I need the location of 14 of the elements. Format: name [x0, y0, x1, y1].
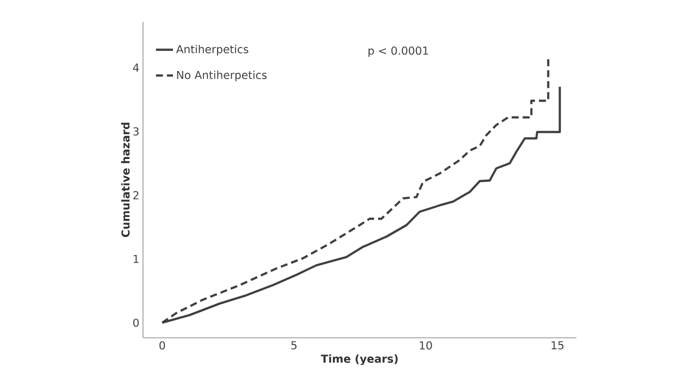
x-axis-title: Time (years): [320, 354, 398, 366]
y-tick-label: 0: [133, 318, 139, 327]
y-tick-label: 3: [133, 127, 139, 136]
x-tick-label: 0: [159, 341, 165, 350]
legend-label: Antiherpetics: [176, 44, 248, 56]
y-tick-label: 4: [133, 64, 139, 72]
x-tick-label: 5: [291, 341, 296, 350]
annotation: p < 0.0001: [368, 46, 428, 57]
y-tick-label: 1: [134, 254, 138, 263]
y-axis-title: Cumulative hazard: [121, 122, 130, 238]
x-tick-label: 10: [420, 341, 432, 350]
x-tick-label: 15: [552, 341, 564, 350]
y-tick-label: 2: [133, 191, 138, 200]
legend-label: No Antiherpetics: [177, 70, 267, 82]
